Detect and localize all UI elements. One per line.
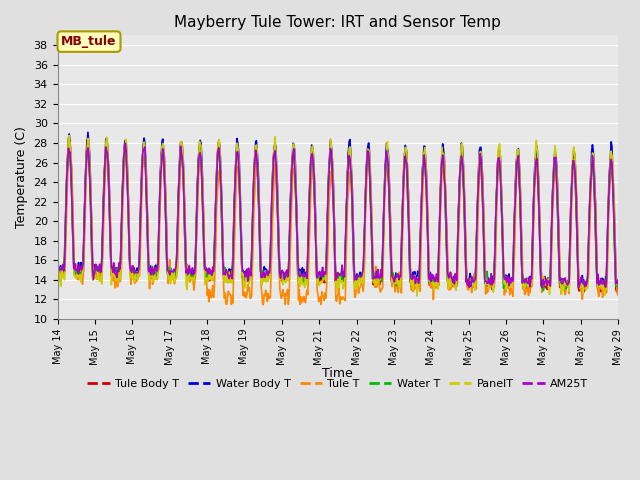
AM25T	[614, 277, 622, 283]
Water T	[407, 276, 415, 282]
Water Body T	[179, 153, 187, 158]
Tule Body T	[54, 262, 61, 268]
Text: MB_tule: MB_tule	[61, 35, 116, 48]
Tule T	[54, 285, 61, 291]
Water T	[158, 144, 166, 150]
Tule Body T	[122, 147, 130, 153]
Water T	[54, 264, 61, 270]
Line: Water T: Water T	[58, 147, 618, 291]
PanelT	[122, 136, 130, 142]
Water Body T	[614, 284, 621, 290]
Tule Body T	[83, 137, 91, 143]
Tule Body T	[407, 280, 415, 286]
Tule Body T	[614, 280, 622, 286]
PanelT	[65, 132, 73, 138]
PanelT	[614, 280, 622, 286]
AM25T	[122, 148, 130, 154]
X-axis label: Time: Time	[323, 368, 353, 381]
Tule Body T	[423, 219, 431, 225]
Water T	[209, 271, 216, 276]
Line: Water Body T: Water Body T	[58, 132, 618, 287]
Water Body T	[54, 271, 61, 276]
Water Body T	[614, 282, 622, 288]
AM25T	[179, 164, 187, 170]
AM25T	[122, 141, 129, 146]
PanelT	[209, 278, 216, 284]
Tule T	[122, 147, 130, 153]
AM25T	[64, 158, 72, 164]
Tule T	[424, 220, 432, 226]
Tule Body T	[64, 153, 72, 158]
Tule T	[223, 301, 230, 307]
Y-axis label: Temperature (C): Temperature (C)	[15, 126, 28, 228]
Tule T	[209, 283, 216, 288]
Water Body T	[423, 199, 431, 204]
Tule Body T	[209, 272, 216, 277]
AM25T	[423, 205, 431, 211]
Tule Body T	[179, 171, 187, 177]
Line: PanelT: PanelT	[58, 135, 618, 296]
Tule Body T	[602, 289, 609, 295]
Tule T	[614, 292, 622, 298]
Water T	[614, 283, 622, 289]
Water T	[540, 288, 547, 294]
Water T	[179, 169, 187, 175]
PanelT	[179, 154, 187, 159]
Tule T	[408, 288, 415, 293]
Water Body T	[64, 155, 72, 161]
Tule T	[179, 158, 187, 164]
Water T	[64, 162, 72, 168]
Water Body T	[209, 270, 216, 276]
Line: Tule Body T: Tule Body T	[58, 140, 618, 292]
PanelT	[424, 231, 432, 237]
PanelT	[64, 152, 72, 158]
Water Body T	[122, 140, 130, 146]
AM25T	[538, 285, 546, 290]
Line: Tule T: Tule T	[58, 143, 618, 304]
AM25T	[54, 264, 61, 269]
PanelT	[54, 264, 61, 270]
Tule T	[64, 175, 72, 181]
PanelT	[407, 281, 415, 287]
Water T	[122, 147, 129, 153]
PanelT	[413, 293, 421, 299]
AM25T	[407, 275, 415, 281]
Title: Mayberry Tule Tower: IRT and Sensor Temp: Mayberry Tule Tower: IRT and Sensor Temp	[175, 15, 501, 30]
Water Body T	[84, 130, 92, 135]
Water Body T	[407, 278, 415, 284]
Tule T	[66, 140, 74, 145]
Line: AM25T: AM25T	[58, 144, 618, 288]
Legend: Tule Body T, Water Body T, Tule T, Water T, PanelT, AM25T: Tule Body T, Water Body T, Tule T, Water…	[83, 374, 593, 393]
AM25T	[209, 264, 216, 270]
Water T	[423, 211, 431, 217]
